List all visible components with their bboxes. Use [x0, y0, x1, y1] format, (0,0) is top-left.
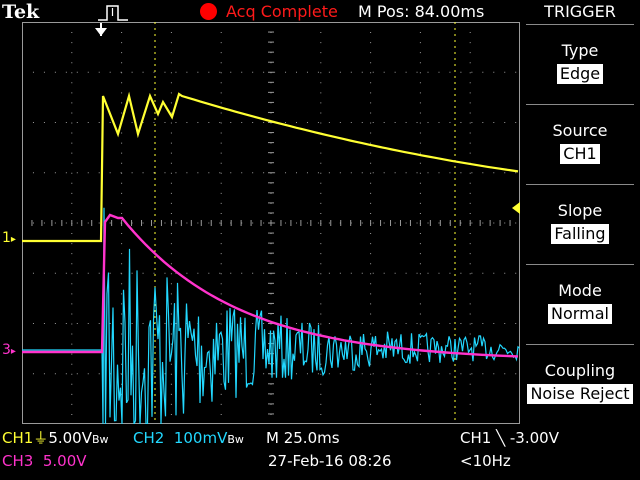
menu-divider: [526, 24, 634, 25]
menu-item-type[interactable]: Type Edge: [520, 25, 640, 103]
datetime-readout: 27-Feb-16 08:26: [268, 452, 392, 470]
menu-item-value: Normal: [548, 304, 612, 324]
ch1-waveform: [22, 91, 519, 243]
menu-divider: [526, 264, 634, 265]
acquisition-status: Acq Complete: [226, 2, 338, 21]
ground-icon: ⏚: [33, 429, 49, 447]
waveform-display: [22, 22, 520, 424]
menu-divider: [526, 344, 634, 345]
trigger-level-marker: [512, 202, 520, 214]
menu-item-slope[interactable]: Slope Falling: [520, 185, 640, 263]
menu-item-label: Mode: [558, 281, 602, 300]
menu-item-label: Coupling: [544, 361, 616, 380]
ch1-scale-readout: CH1⏚5.00VBw: [2, 429, 109, 447]
menu-item-label: Slope: [557, 201, 603, 220]
menu-item-label: Type: [561, 41, 599, 60]
menu-divider: [526, 104, 634, 105]
ch3-marker: 3▸: [2, 342, 16, 358]
menu-item-coupling[interactable]: Coupling Noise Reject: [520, 345, 640, 423]
horizontal-position: M Pos: 84.00ms: [358, 2, 485, 21]
falling-edge-icon: ╲: [496, 429, 506, 447]
ch3-waveform: [22, 213, 519, 358]
ch2-scale-readout: CH2 100mVBw: [133, 429, 244, 447]
trigger-frequency-readout: <10Hz: [460, 452, 511, 470]
acquisition-indicator-icon: [200, 3, 217, 20]
cursor-lines: [154, 22, 456, 424]
ch1-marker: 1▸: [2, 230, 16, 246]
graticule-grid: [22, 22, 520, 424]
menu-item-value: Edge: [556, 64, 604, 84]
menu-item-mode[interactable]: Mode Normal: [520, 265, 640, 343]
trigger-position-marker: [95, 23, 107, 36]
brand-logo: Tek: [2, 1, 40, 23]
trigger-menu: TRIGGER Type Edge Source CH1 Slope Falli…: [520, 0, 640, 424]
trigger-readout: CH1 ╲ -3.00V: [460, 429, 559, 447]
ch2-waveform: [22, 207, 520, 424]
menu-item-source[interactable]: Source CH1: [520, 105, 640, 183]
ch3-scale-readout: CH3 5.00V: [2, 452, 87, 470]
menu-title: TRIGGER: [544, 2, 616, 21]
menu-item-label: Source: [552, 121, 608, 140]
timebase-readout: M 25.0ms: [266, 429, 340, 447]
menu-item-value: CH1: [560, 144, 600, 164]
menu-divider: [526, 184, 634, 185]
menu-item-value: Falling: [551, 224, 609, 244]
trigger-pulse-icon: [98, 5, 128, 21]
menu-item-value: Noise Reject: [527, 384, 633, 404]
